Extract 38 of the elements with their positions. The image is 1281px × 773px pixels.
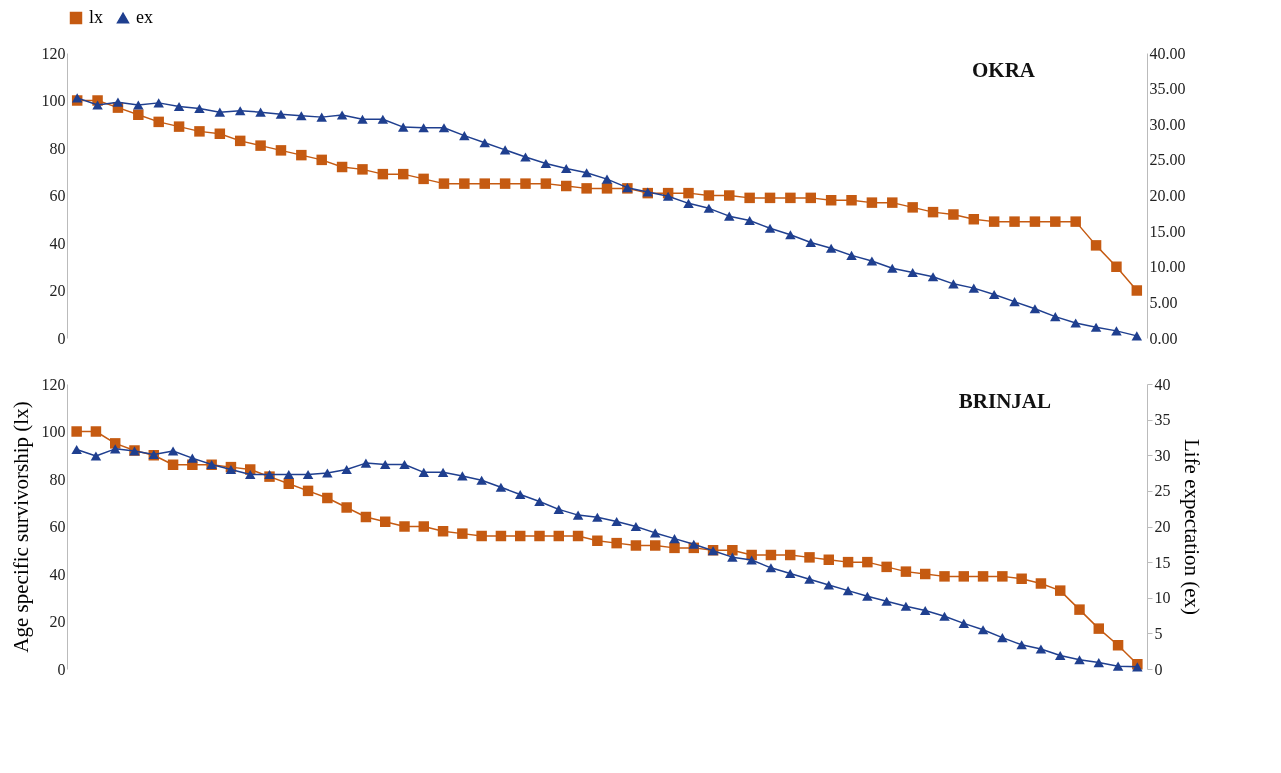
y-tick-label: 80 (49, 470, 66, 488)
y-tick-label: 20 (49, 282, 66, 299)
legend-label: ex (136, 7, 153, 27)
y2-tick-label: 35 (1154, 411, 1171, 429)
y-tick-label: 120 (41, 44, 66, 62)
y-tick-label: 0 (57, 329, 66, 347)
y-tick-label: 100 (41, 92, 66, 109)
y2-tick-label: 15 (1154, 553, 1171, 571)
y-tick-label: 40 (49, 234, 66, 252)
y2-tick-label: 25.00 (1149, 151, 1186, 169)
y-tick-label: 20 (49, 613, 66, 630)
y2-axis-title: Life expectation (ex) (1179, 438, 1204, 616)
legend-label: lx (89, 7, 104, 27)
y-axis-title: Age specific survivorship (lx) (8, 401, 33, 653)
y2-tick-label: 25 (1154, 482, 1171, 500)
y2-tick-label: 40.00 (1149, 44, 1186, 62)
y2-tick-label: 10.00 (1149, 258, 1186, 276)
y2-tick-label: 35.00 (1149, 80, 1186, 98)
y2-tick-label: 0 (1154, 660, 1163, 678)
y2-tick-label: 10 (1154, 589, 1171, 607)
y-tick-label: 0 (57, 660, 66, 678)
y2-tick-label: 20.00 (1149, 187, 1186, 204)
y-tick-label: 60 (49, 518, 66, 535)
chart-title: OKRA (972, 58, 1036, 82)
y2-tick-label: 5 (1154, 624, 1163, 642)
y2-tick-label: 30 (1154, 446, 1171, 464)
y-tick-label: 40 (49, 565, 66, 583)
y-tick-label: 100 (41, 423, 66, 440)
y2-tick-label: 0.00 (1149, 329, 1178, 347)
chart-title: BRINJAL (958, 389, 1051, 413)
y2-tick-label: 40 (1154, 375, 1171, 393)
y2-tick-label: 30.00 (1149, 115, 1186, 133)
y2-tick-label: 15.00 (1149, 222, 1186, 240)
y-tick-label: 80 (49, 139, 66, 157)
y2-tick-label: 20 (1154, 518, 1171, 535)
y-tick-label: 60 (49, 187, 66, 204)
y2-tick-label: 5.00 (1149, 293, 1178, 311)
y-tick-label: 120 (41, 375, 66, 393)
